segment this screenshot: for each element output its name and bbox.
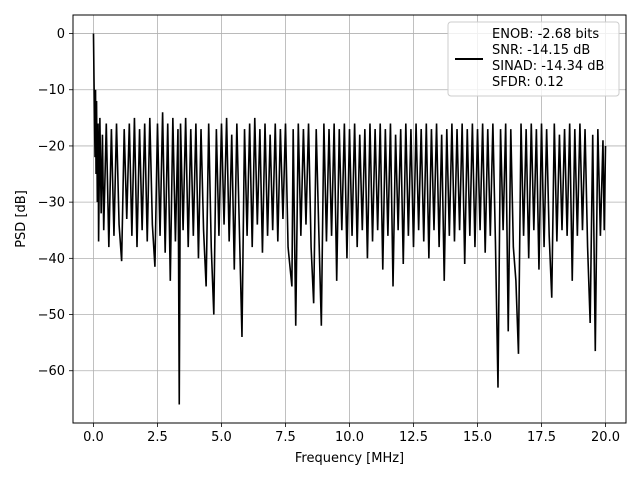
x-tick-label: 17.5 <box>527 430 556 445</box>
legend-sinad: SINAD: -14.34 dB <box>492 59 604 74</box>
x-tick-label: 15.0 <box>463 430 492 445</box>
y-tick-label: −60 <box>38 364 65 379</box>
legend: ENOB: -2.68 bits SNR: -14.15 dB SINAD: -… <box>447 21 620 97</box>
x-tick-label: 12.5 <box>399 430 428 445</box>
legend-enob: ENOB: -2.68 bits <box>492 27 599 42</box>
psd-series-line <box>92 33 607 405</box>
y-ticks: 0 −10 −20 −30 −40 −50 −60 <box>38 27 73 379</box>
legend-sfdr: SFDR: 0.12 <box>492 75 564 90</box>
x-tick-label: 5.0 <box>211 430 232 445</box>
x-axis-label: Frequency [MHz] <box>295 451 404 466</box>
x-ticks: 0.0 2.5 5.0 7.5 10.0 12.5 15.0 17.5 20.0 <box>83 423 620 445</box>
series-layer <box>92 33 607 405</box>
x-tick-label: 0.0 <box>83 430 104 445</box>
y-tick-label: −20 <box>38 139 65 154</box>
y-tick-label: −50 <box>38 308 65 323</box>
x-tick-label: 7.5 <box>275 430 296 445</box>
y-tick-label: −30 <box>38 196 65 211</box>
y-tick-label: 0 <box>57 27 65 42</box>
y-tick-label: −40 <box>38 252 65 267</box>
legend-box <box>447 21 620 97</box>
x-tick-label: 2.5 <box>147 430 168 445</box>
y-tick-label: −10 <box>38 83 65 98</box>
legend-snr: SNR: -14.15 dB <box>492 43 590 58</box>
x-tick-label: 20.0 <box>591 430 620 445</box>
y-axis-label: PSD [dB] <box>14 190 29 248</box>
x-tick-label: 10.0 <box>335 430 364 445</box>
